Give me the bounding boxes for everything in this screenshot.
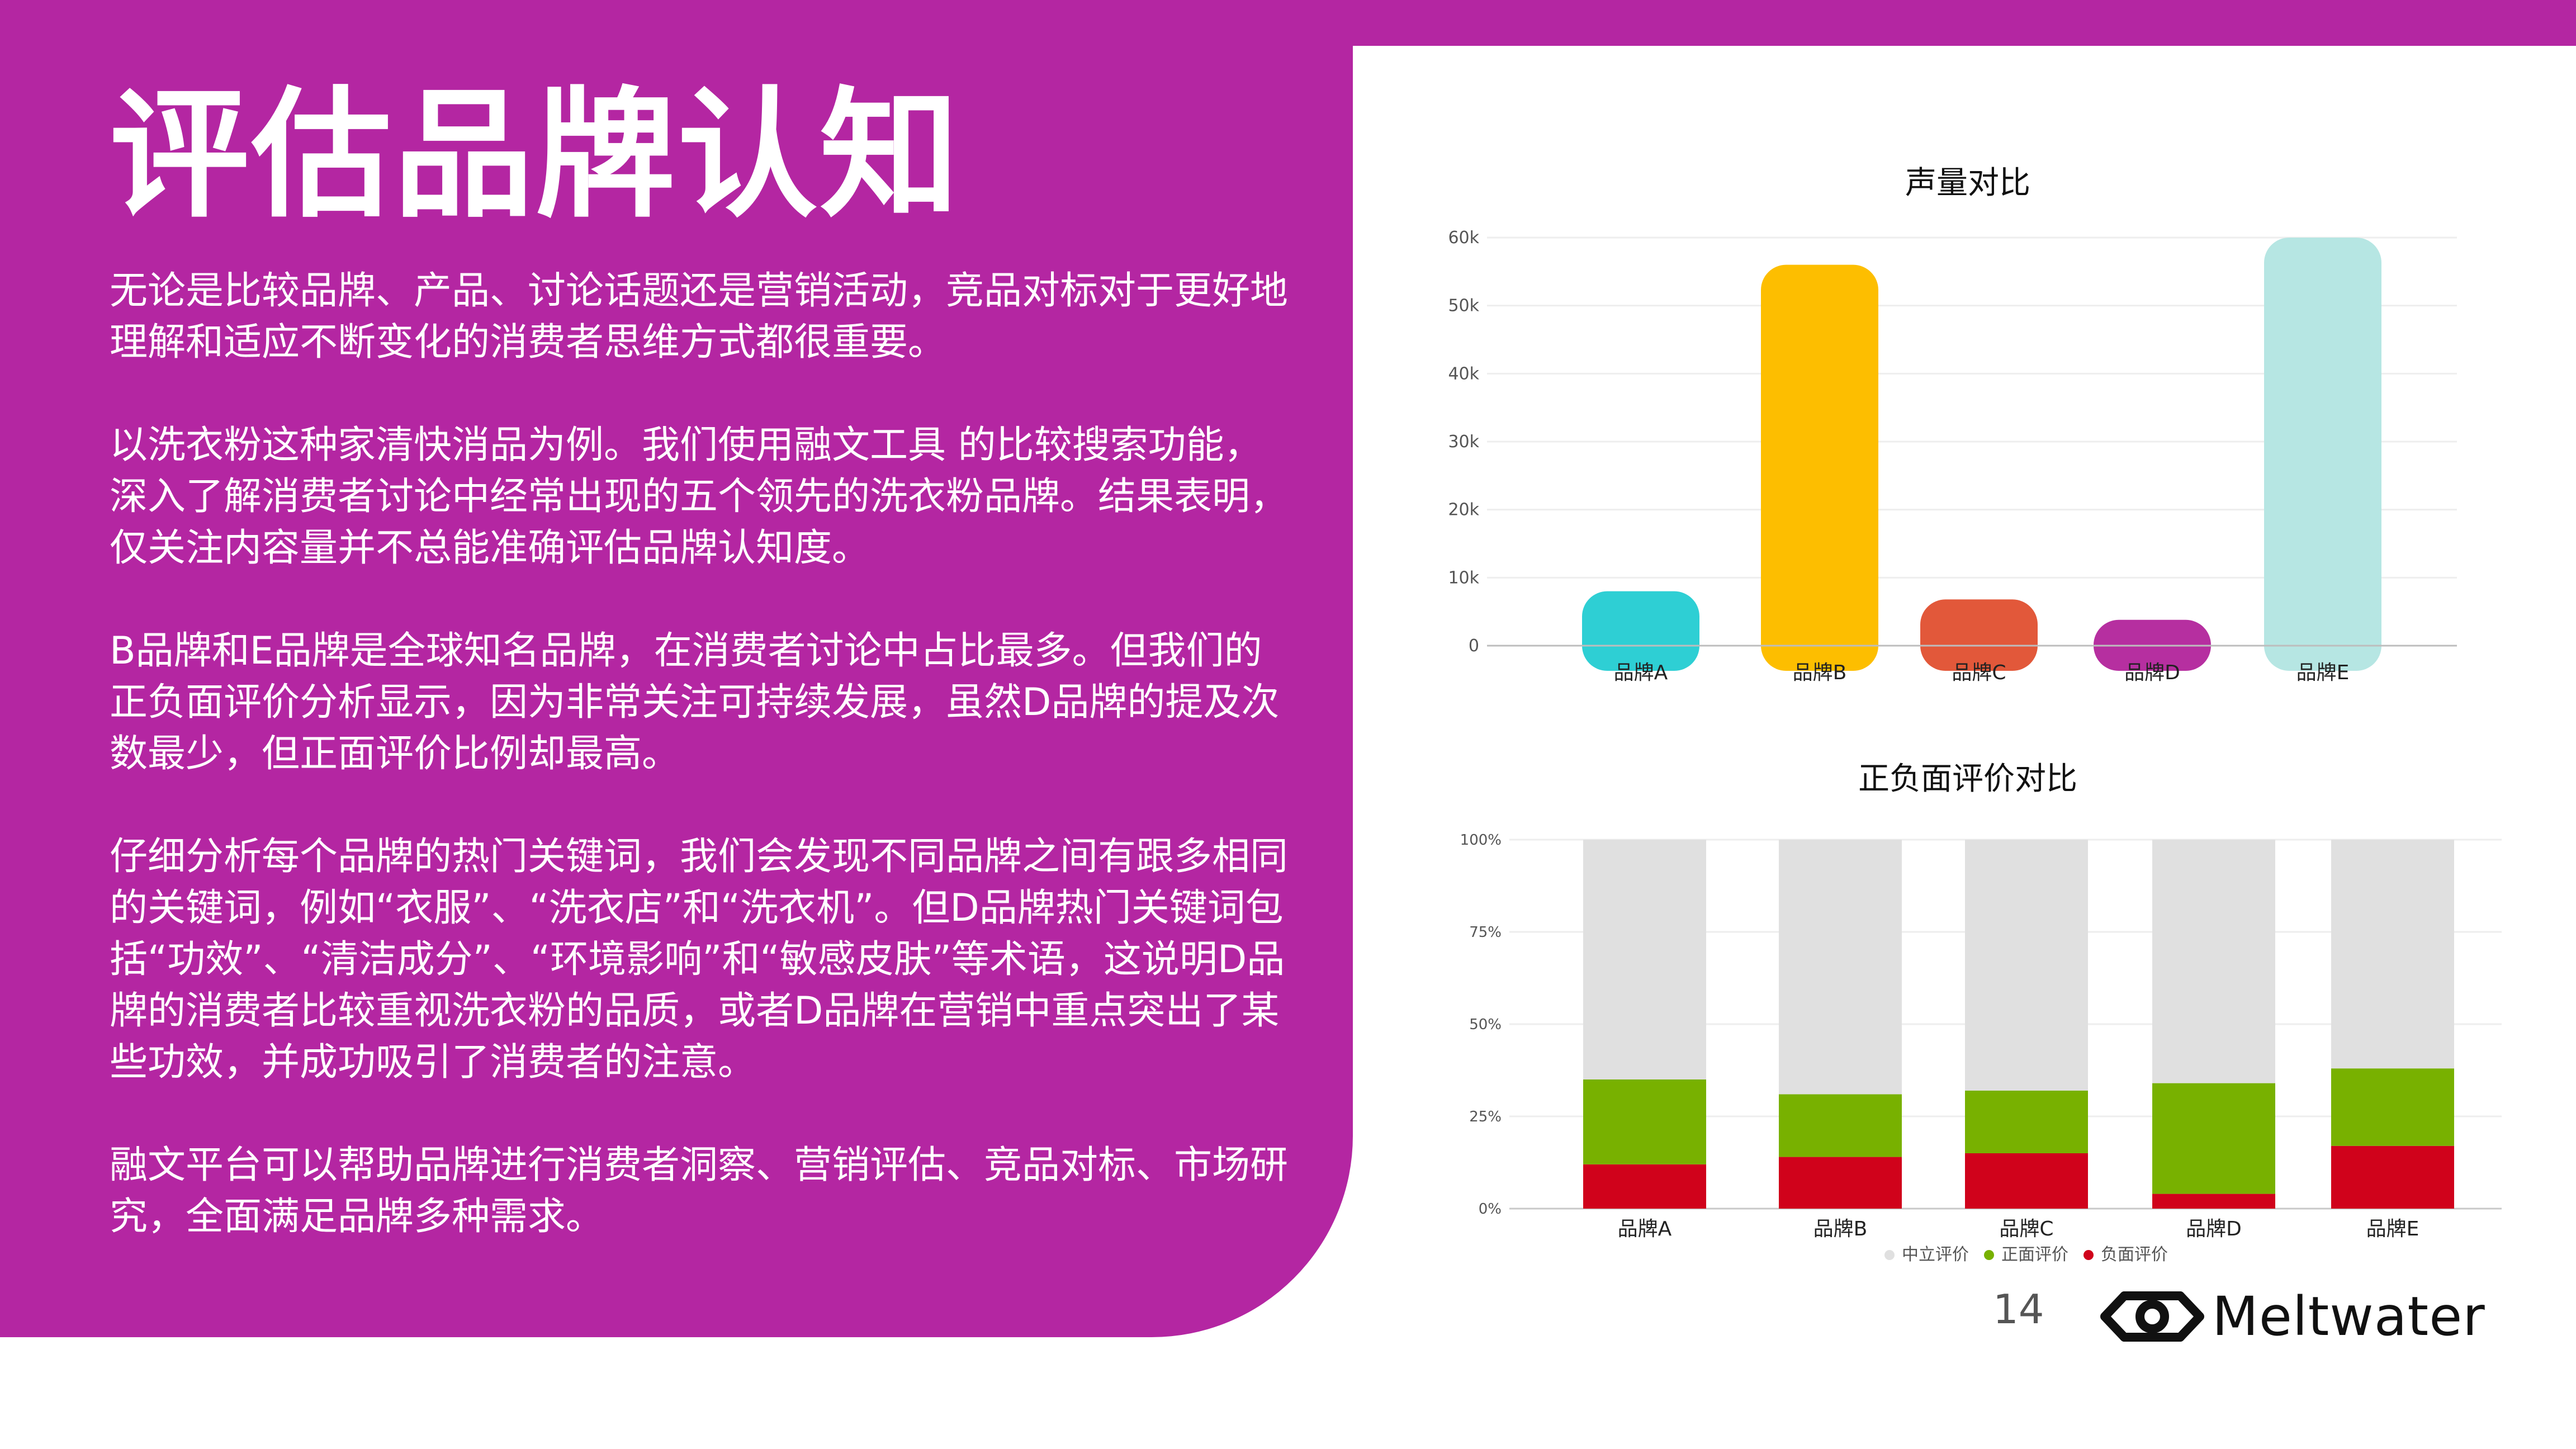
volume-chart-title: 声量对比 bbox=[1905, 165, 2030, 201]
sentiment-stacked-chart: 0% 25% 50% 75% 100% 品牌A 品牌B 品牌C 品牌D 品牌E 中立评价 正面评价 负面… bbox=[1460, 832, 2502, 1265]
body-text: 无论是比较品牌、产品、讨论话题还是营销活动，竞品对标对于更好地理解和适应不断变化… bbox=[110, 266, 1295, 1294]
stacked-bar-segment bbox=[2152, 840, 2275, 1083]
x-tick-label: 品牌E bbox=[2366, 1218, 2419, 1240]
stacked-bar-segment bbox=[2331, 840, 2454, 1069]
y-tick-label: 0 bbox=[1469, 636, 1479, 656]
stacked-bar-segment bbox=[2331, 1068, 2454, 1146]
y-tick-label: 50% bbox=[1469, 1016, 1502, 1033]
stacked-bar-segment bbox=[1779, 1157, 1902, 1209]
stacked-bar-segment bbox=[1779, 840, 1902, 1095]
y-tick-label: 20k bbox=[1448, 500, 1479, 520]
paragraph: 仔细分析每个品牌的热门关键词，我们会发现不同品牌之间有跟多相同的关键词，例如“衣… bbox=[110, 835, 1289, 1085]
stacked-bar-segment bbox=[1965, 1090, 2088, 1153]
y-tick-label: 50k bbox=[1448, 296, 1479, 316]
paragraph: 以洗衣粉这种家清快消品为例。我们使用融文工具 的比较搜索功能，深入了解消费者讨论… bbox=[110, 423, 1289, 570]
stacked-bar-segment bbox=[1583, 1164, 1706, 1209]
y-tick-label: 40k bbox=[1448, 364, 1479, 383]
bar bbox=[1582, 591, 1699, 671]
stacked-bar-segment bbox=[2152, 1083, 2275, 1194]
x-tick-label: 品牌C bbox=[1952, 661, 2006, 684]
stacked-bar-segment bbox=[1583, 1079, 1706, 1164]
sentiment-chart-title: 正负面评价对比 bbox=[1858, 761, 2077, 797]
legend-marker bbox=[1884, 1250, 1895, 1260]
y-tick-label: 100% bbox=[1460, 832, 1502, 849]
stacked-bar-segment bbox=[1965, 1153, 2088, 1209]
y-tick-label: 10k bbox=[1448, 568, 1479, 588]
stacked-bar-segment bbox=[1779, 1094, 1902, 1157]
paragraph: B品牌和E品牌是全球知名品牌，在消费者讨论中占比最多。但我们的正负面评价分析显示… bbox=[110, 629, 1280, 776]
legend-label: 正面评价 bbox=[2001, 1245, 2068, 1265]
logo-text: Meltwater bbox=[2212, 1285, 2485, 1348]
paragraph: 无论是比较品牌、产品、讨论话题还是营销活动，竞品对标对于更好地理解和适应不断变化… bbox=[110, 269, 1289, 364]
volume-bar-chart: 0 10k 20k 30k 40k 50k 60k 品牌A 品牌B 品牌C 品牌D 品牌E bbox=[1448, 228, 2457, 684]
x-tick-label: 品牌A bbox=[1614, 661, 1668, 684]
y-tick-label: 25% bbox=[1469, 1109, 1502, 1125]
legend-marker bbox=[2083, 1250, 2094, 1260]
bar bbox=[1761, 264, 1878, 671]
x-tick-label: 品牌D bbox=[2124, 661, 2180, 684]
bar bbox=[1920, 599, 2038, 671]
legend-label: 中立评价 bbox=[1902, 1245, 1969, 1265]
paragraph: 融文平台可以帮助品牌进行消费者洞察、营销评估、竞品对标、市场研究，全面满足品牌多… bbox=[110, 1143, 1289, 1239]
legend-label: 负面评价 bbox=[2101, 1245, 2168, 1265]
x-tick-label: 品牌B bbox=[1813, 1218, 1868, 1240]
x-tick-label: 品牌B bbox=[1793, 661, 1847, 684]
x-tick-label: 品牌A bbox=[1618, 1218, 1672, 1240]
meltwater-logo: Meltwater bbox=[2099, 1285, 2485, 1348]
stacked-bar-segment bbox=[1583, 840, 1706, 1079]
page-number: 14 bbox=[1993, 1286, 2044, 1333]
stacked-bar-segment bbox=[1965, 840, 2088, 1091]
bar bbox=[2264, 238, 2381, 671]
x-tick-label: 品牌D bbox=[2186, 1218, 2242, 1240]
legend-marker bbox=[1984, 1250, 1994, 1260]
y-tick-label: 75% bbox=[1469, 924, 1502, 941]
y-tick-label: 60k bbox=[1448, 228, 1479, 248]
x-tick-label: 品牌E bbox=[2296, 661, 2350, 684]
meltwater-logo-icon bbox=[2100, 1291, 2204, 1342]
x-tick-label: 品牌C bbox=[1999, 1218, 2053, 1240]
y-tick-label: 30k bbox=[1448, 432, 1479, 452]
stacked-bar-segment bbox=[2331, 1145, 2454, 1209]
text-panel bbox=[0, 0, 1353, 1337]
y-tick-label: 0% bbox=[1479, 1201, 1502, 1218]
page-title: 评估品牌认知 bbox=[110, 74, 962, 236]
stacked-bar-segment bbox=[2152, 1194, 2275, 1209]
